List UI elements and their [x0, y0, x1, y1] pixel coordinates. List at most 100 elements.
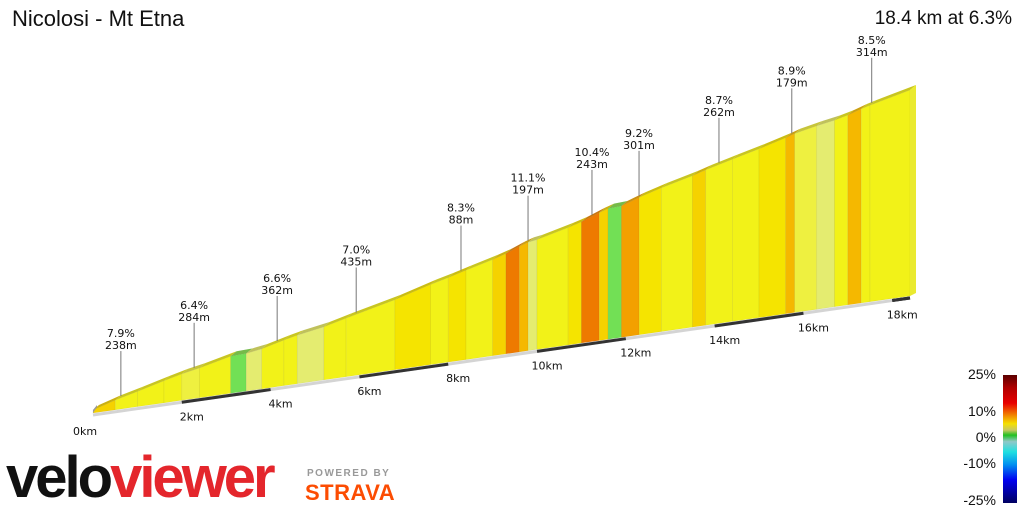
profile-top-face	[519, 237, 535, 247]
profile-top-shade	[230, 348, 253, 357]
profile-segment	[847, 108, 862, 306]
profile-top-face	[834, 110, 854, 121]
profile-segment	[199, 355, 231, 399]
profile-top-shade	[581, 207, 606, 222]
profile-segment	[638, 187, 662, 336]
profile-top-shade	[519, 237, 535, 247]
profile-segment	[860, 104, 871, 304]
profile-top-face	[505, 241, 526, 254]
profile-top-face	[816, 115, 841, 126]
profile-segment	[794, 125, 818, 313]
profile-top-shade	[246, 343, 268, 354]
profile-top-face	[661, 170, 699, 188]
annotation-length: 179m	[776, 76, 808, 89]
profile-top-shade	[599, 203, 615, 213]
profile-top-shade	[505, 241, 526, 254]
profile-top-shade	[870, 85, 916, 106]
profile-segment	[567, 221, 582, 346]
annotation-length: 88m	[449, 214, 474, 227]
profile-segment	[758, 137, 786, 318]
profile-top-face	[692, 164, 712, 176]
profile-top-face	[283, 330, 304, 341]
distance-axis-band	[536, 337, 627, 353]
strava-logo: STRAVA	[305, 480, 396, 505]
gradient-legend-bar	[1003, 375, 1017, 503]
annotation-gradient: 8.3%	[447, 202, 475, 215]
profile-top-shade	[346, 294, 401, 319]
profile-top-shade	[692, 164, 712, 176]
profile-segment	[245, 348, 263, 392]
profile-top-shade	[181, 363, 206, 374]
profile-top-face	[847, 103, 868, 116]
legend-label: -10%	[963, 455, 996, 471]
profile-top-shade	[93, 395, 122, 410]
distance-axis-band	[892, 296, 911, 303]
profile-top-face	[164, 368, 188, 381]
annotation-gradient: 9.2%	[625, 127, 653, 140]
annotation-length: 301m	[623, 139, 655, 152]
annotation-gradient: 8.7%	[705, 94, 733, 107]
profile-segment	[732, 148, 760, 322]
profile-top-face	[861, 100, 877, 109]
profile-top-face	[870, 85, 916, 106]
annotation-length: 435m	[340, 255, 372, 268]
profile-top-shade	[465, 254, 499, 271]
profile-top-face	[323, 313, 353, 327]
profile-segment	[230, 353, 247, 394]
profile-top-shade	[528, 234, 544, 243]
profile-top-shade	[164, 368, 188, 381]
profile-top-face	[705, 154, 739, 170]
profile-top-face	[759, 132, 792, 149]
profile-top-face	[448, 265, 472, 278]
profile-segment	[621, 196, 640, 338]
profile-top-face	[732, 143, 766, 160]
profile-top-shade	[608, 200, 628, 209]
x-tick-label: 14km	[709, 334, 740, 347]
profile-segment	[447, 269, 467, 363]
profile-top-face	[137, 375, 171, 392]
annotation-gradient: 7.9%	[107, 327, 135, 340]
profile-top-shade	[261, 335, 290, 349]
annotation-length: 284m	[178, 311, 210, 324]
annotation-gradient: 6.6%	[263, 272, 291, 285]
annotation-length: 243m	[576, 158, 608, 171]
profile-top-face	[297, 321, 330, 336]
profile-top-face	[608, 200, 628, 209]
profile-top-face	[430, 272, 455, 285]
profile-segment	[465, 259, 493, 360]
profile-segment	[834, 114, 849, 308]
profile-top-face	[346, 294, 401, 319]
annotation-length: 262m	[703, 106, 735, 119]
profile-top-shade	[297, 321, 330, 336]
x-tick-label: 12km	[620, 347, 651, 360]
profile-top-shade	[323, 313, 353, 327]
profile-top-face	[639, 182, 668, 198]
annotation-gradient: 6.4%	[180, 299, 208, 312]
profile-top-shade	[137, 375, 171, 392]
profile-top-shade	[639, 182, 668, 198]
x-tick-label: 8km	[446, 372, 470, 385]
profile-top-shade	[568, 216, 588, 228]
annotation-gradient: 8.5%	[858, 34, 886, 47]
x-tick-label: 18km	[887, 309, 918, 322]
profile-segment	[505, 245, 520, 355]
profile-top-face	[261, 335, 290, 349]
legend-label: 25%	[967, 366, 996, 382]
annotation-gradient: 10.4%	[574, 146, 609, 159]
profile-top-shade	[199, 351, 237, 369]
legend-label: -25%	[963, 492, 996, 508]
profile-top-face	[93, 395, 122, 410]
profile-top-shade	[705, 154, 739, 170]
profile-top-face	[599, 203, 615, 213]
profile-top-shade	[430, 272, 455, 285]
profile-segment	[816, 119, 835, 310]
profile-top-face	[394, 279, 437, 300]
profile-segment	[518, 241, 529, 353]
profile-segment	[345, 299, 396, 378]
profile-top-face	[528, 234, 544, 243]
profile-segment	[598, 208, 609, 341]
profile-top-face	[181, 363, 206, 374]
profile-top-shade	[115, 386, 144, 401]
annotation-length: 197m	[512, 184, 544, 197]
